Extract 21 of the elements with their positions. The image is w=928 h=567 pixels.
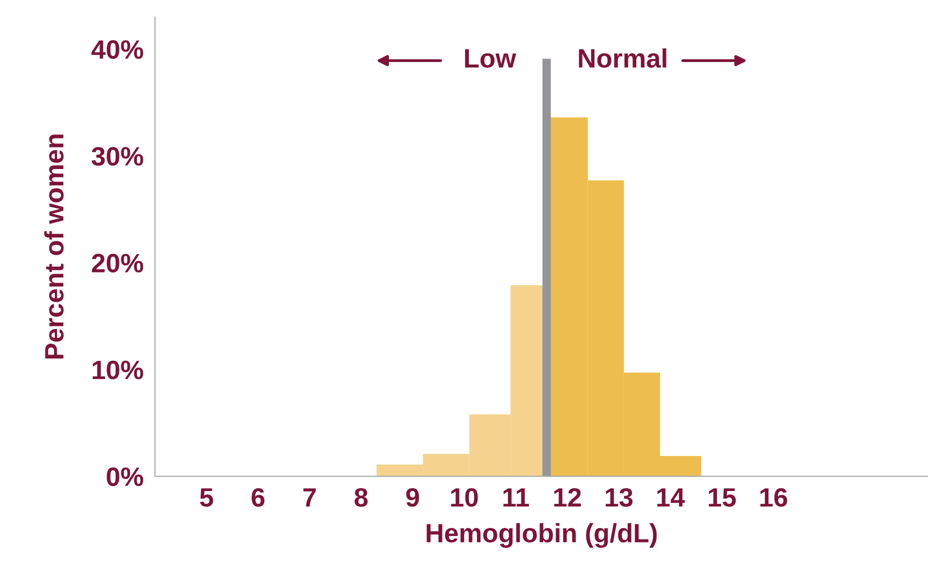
x-tick-label: 6 (252, 488, 264, 507)
y-tick-label: 10% (92, 360, 144, 380)
y-axis-title: Percent of women (44, 134, 64, 359)
y-tick-label: 30% (92, 146, 144, 166)
x-tick-label: 10 (451, 488, 478, 507)
y-tick-label: 20% (92, 254, 144, 272)
x-tick-label: 14 (657, 488, 685, 507)
x-tick-label: 13 (606, 488, 633, 507)
x-tick-label: 16 (760, 488, 788, 507)
annotation: Normal (578, 48, 666, 68)
x-tick-label: 11 (503, 488, 529, 507)
y-tick-label: 40% (91, 40, 144, 59)
x-tick-label: 12 (554, 488, 581, 507)
x-tick-label: 9 (406, 488, 420, 507)
annotation: Low (465, 49, 516, 68)
x-tick-label: 15 (708, 488, 736, 507)
y-tick-label: 0% (106, 467, 144, 486)
x-tick-label: 5 (200, 488, 214, 507)
x-tick-label: 7 (303, 488, 316, 507)
x-axis-title: Hemoglobin (g/dL) (426, 523, 657, 548)
x-tick-label: 8 (354, 488, 368, 507)
